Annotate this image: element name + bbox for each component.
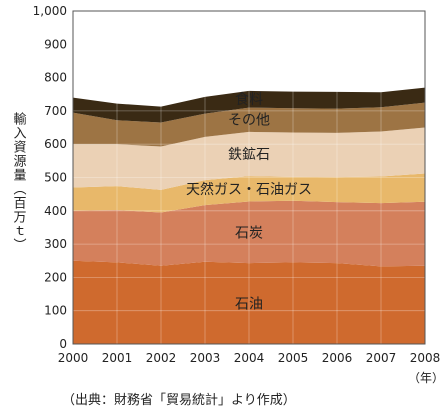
y-axis-label: 輸入資源量（百万ｔ） <box>11 112 27 252</box>
x-tick-label: 2004 <box>234 351 265 365</box>
series-label: その他 <box>228 113 270 129</box>
y-tick-label: 0 <box>59 337 67 351</box>
series-label: 鉄鉱石 <box>228 146 270 163</box>
grid-lines <box>72 10 426 345</box>
area-series-3 <box>73 127 425 190</box>
x-tick-label: 2007 <box>366 351 397 365</box>
area-series-2 <box>73 173 425 213</box>
series-label: 天然ガス・石油ガス <box>186 181 312 198</box>
tick-labels: 0 100 200 300 400 500 600 700 800 900 1,000 2000 200… <box>33 4 441 365</box>
plot-frame <box>72 10 426 345</box>
x-axis-unit: （年） <box>408 371 444 385</box>
area-series-0 <box>73 260 425 344</box>
x-tick-label: 2003 <box>190 351 221 365</box>
y-tick-label: 400 <box>44 204 67 218</box>
y-tick-label: 200 <box>44 270 67 284</box>
x-tick-label: 2005 <box>278 351 309 365</box>
y-tick-label: 100 <box>44 304 67 318</box>
stacked-areas <box>73 87 425 344</box>
y-tick-label: 700 <box>44 104 67 118</box>
y-tick-label: 500 <box>44 171 67 185</box>
area-series-4 <box>73 102 425 147</box>
y-tick-label: 900 <box>44 37 67 51</box>
series-label: 石炭 <box>235 225 263 241</box>
area-series-5 <box>73 87 425 123</box>
x-tick-label: 2008 <box>410 351 441 365</box>
y-tick-label: 1,000 <box>33 4 67 18</box>
y-tick-label: 300 <box>44 237 67 251</box>
x-tick-label: 2002 <box>146 351 177 365</box>
area-series-1 <box>73 200 425 267</box>
series-label: 食料 <box>235 91 263 108</box>
axes <box>72 10 426 345</box>
x-tick-label: 2001 <box>102 351 133 365</box>
x-tick-label: 2000 <box>58 351 89 365</box>
source-note: （出典：財務省「貿易統計」より作成） <box>62 392 296 408</box>
series-label: 石油 <box>235 297 263 313</box>
y-tick-label: 600 <box>44 137 67 151</box>
x-tick-label: 2006 <box>322 351 353 365</box>
y-tick-label: 800 <box>44 71 67 85</box>
